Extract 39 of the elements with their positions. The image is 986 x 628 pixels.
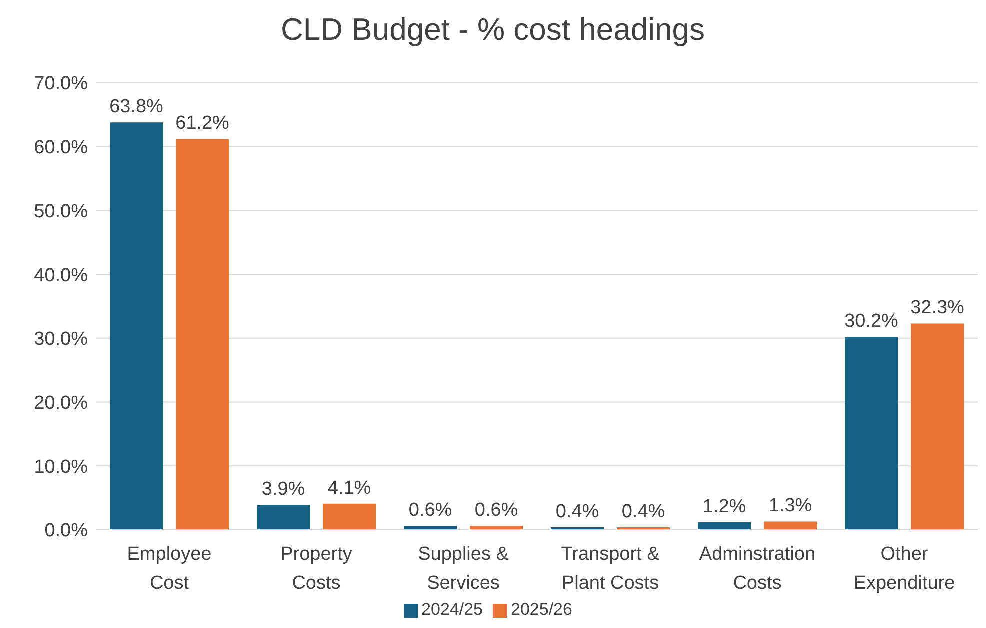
bar [176,139,229,530]
legend-label: 2024/25 [422,600,483,619]
x-tick-label: Adminstration Costs [699,544,816,594]
bar [764,522,817,530]
data-label: 32.3% [910,298,965,319]
bar [845,337,898,530]
bar [911,324,964,530]
x-tick-label: Employee Cost [127,544,212,594]
data-label: 61.2% [176,113,230,134]
y-tick-label: 20.0% [34,393,88,414]
data-label: 1.2% [702,496,746,518]
y-tick-label: 30.0% [34,329,88,350]
y-tick-label: 0.0% [44,520,88,542]
bar [110,122,163,530]
data-label: 0.6% [408,500,452,522]
data-label: 0.4% [556,501,600,522]
y-tick-label: 70.0% [34,74,88,95]
data-label: 3.9% [262,479,306,500]
data-label: 63.8% [110,96,164,118]
bar [404,526,457,530]
x-tick-label: Other Expenditure [854,544,956,594]
x-tick-label: Transport & Plant Costs [561,544,660,594]
bar [323,504,376,530]
x-tick-label: Property Costs [280,544,353,594]
y-tick-label: 10.0% [34,456,88,478]
bar [470,526,523,530]
data-label: 1.3% [768,496,812,517]
y-tick-label: 50.0% [34,201,88,222]
y-tick-label: 60.0% [34,138,88,159]
data-label: 0.6% [474,500,518,522]
data-label: 4.1% [328,478,372,499]
bar [257,505,310,530]
x-tick-label: Supplies & Services [418,544,510,594]
y-tick-label: 40.0% [34,265,88,286]
bar [698,522,751,530]
legend-label: 2025/26 [511,600,572,619]
data-label: 30.2% [844,311,899,332]
data-label: 0.4% [622,501,666,522]
chart-title: CLD Budget - % cost headings [280,11,706,49]
